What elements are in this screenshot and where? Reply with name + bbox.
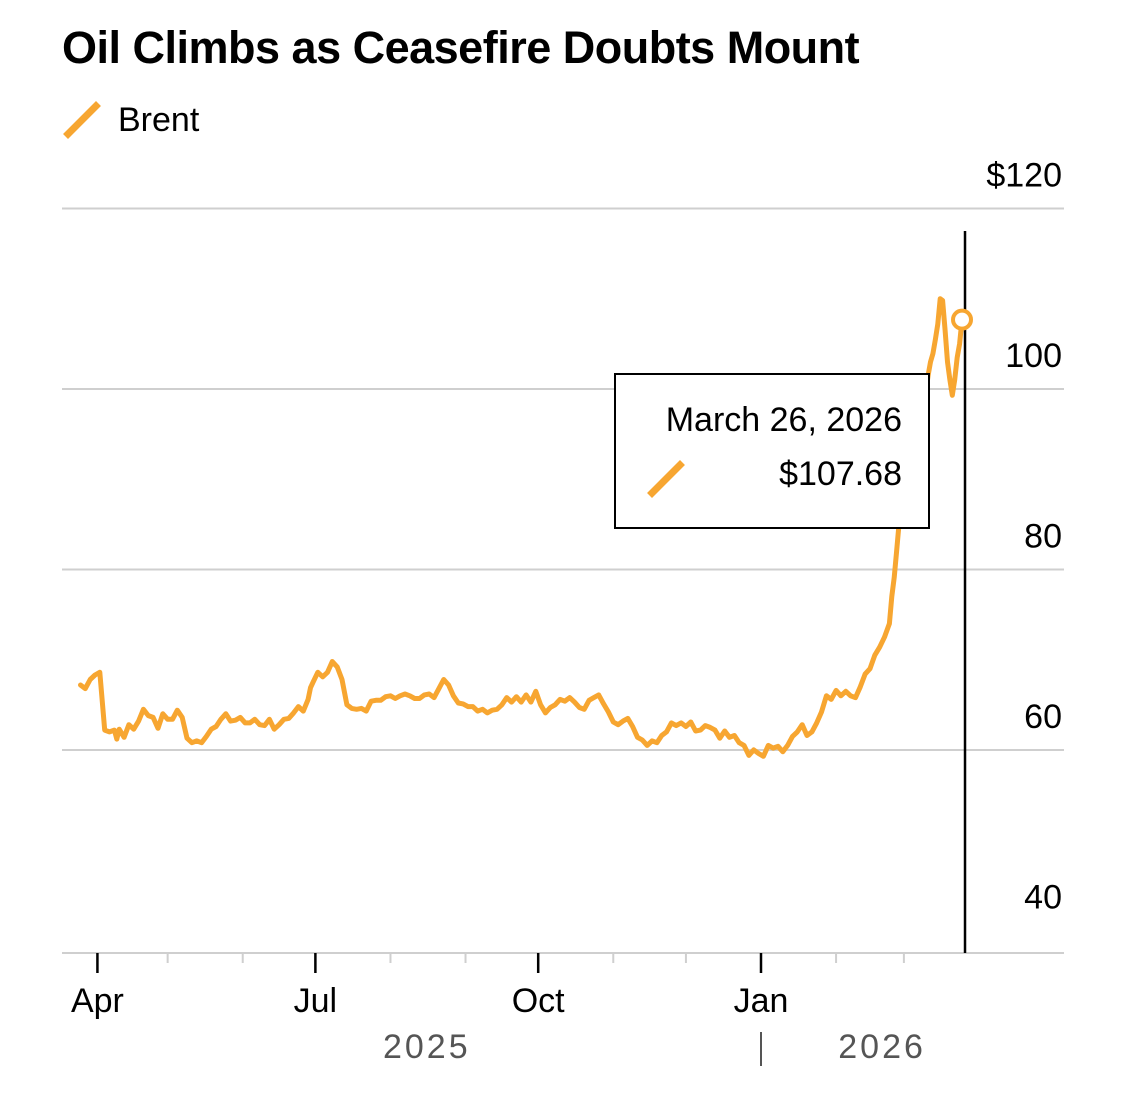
y-tick-label-80: 80 [1024,517,1062,555]
tooltip-date: March 26, 2026 [665,401,902,439]
series-line-brent [78,296,965,759]
tooltip: March 26, 2026 $107.68 [614,373,930,529]
hover-marker [951,308,974,331]
x-tick-label-apr: Apr [71,982,124,1020]
legend: Brent [62,100,199,140]
x-tick-label-jul: Jul [294,982,337,1020]
axis-layer [62,231,1064,1066]
y-tick-label-100: 100 [1005,337,1062,375]
legend-line-icon [63,101,101,139]
label-layer: 40 60 80 100 $120 Apr Jul Oct Jan 2025 2026 [71,156,1062,1066]
x-tick-label-oct: Oct [512,982,565,1020]
x-tick-label-jan: Jan [734,982,789,1020]
legend-swatch-brent [62,100,102,140]
tooltip-value: $107.68 [779,455,902,493]
chart-title: Oil Climbs as Ceasefire Doubts Mount [62,22,860,73]
tooltip-line-icon [646,459,686,499]
y-tick-label-40: 40 [1024,878,1062,916]
x-year-label-2026: 2026 [838,1028,926,1066]
x-year-label-2025: 2025 [383,1028,471,1066]
y-tick-label-120: $120 [986,156,1062,194]
y-tick-label-60: 60 [1024,698,1062,736]
series-layer [78,296,974,759]
legend-label-brent: Brent [118,100,200,139]
